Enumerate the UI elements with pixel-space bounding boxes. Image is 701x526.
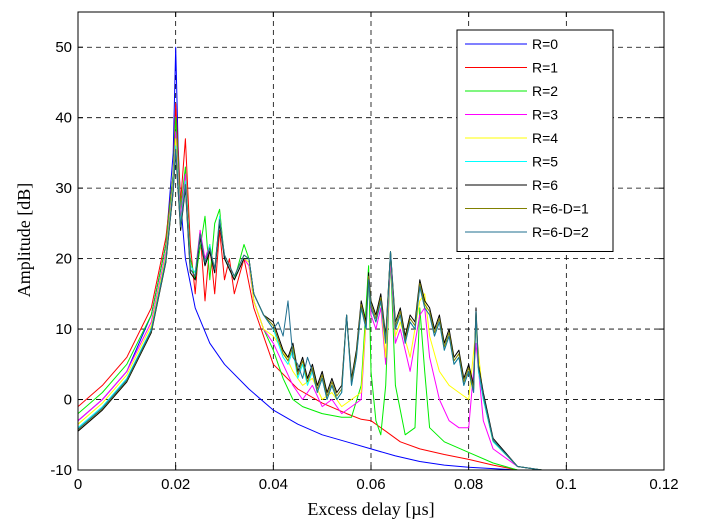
legend-label: R=3 — [532, 107, 558, 123]
legend-label: R=5 — [532, 154, 558, 170]
legend-label: R=4 — [532, 130, 558, 146]
y-tick-label: 10 — [55, 321, 72, 338]
series-line-3 — [78, 117, 542, 470]
legend-label: R=6-D=2 — [532, 224, 589, 240]
x-tick-label: 0 — [74, 476, 82, 493]
y-tick-label: 40 — [55, 110, 72, 127]
plot-series — [78, 46, 542, 470]
axis-ticks — [77, 12, 665, 471]
y-tick-label: 20 — [55, 251, 72, 268]
series-line-7 — [78, 152, 542, 470]
x-tick-label: 0.04 — [259, 476, 288, 493]
x-tick-label: 0.12 — [649, 476, 678, 493]
x-tick-label: 0.06 — [356, 476, 385, 493]
legend: R=0 R=1 R=2 R=3 R=4 R=5 R=6 R=6-D=1 R=6-D=2 — [456, 29, 614, 252]
legend-label: R=0 — [532, 36, 558, 52]
y-axis-label: Amplitude [dB] — [14, 183, 34, 298]
y-tick-label: -10 — [50, 462, 72, 479]
x-tick-label: 0.08 — [454, 476, 483, 493]
y-tick-label: 50 — [55, 39, 72, 56]
series-lines — [78, 46, 542, 470]
y-tick-label: 0 — [64, 392, 72, 409]
legend-label: R=2 — [532, 83, 558, 99]
legend-label: R=6-D=1 — [532, 201, 589, 217]
x-tick-label: 0.1 — [556, 476, 577, 493]
series-line-9 — [78, 148, 542, 470]
x-tick-label: 0.02 — [161, 476, 190, 493]
legend-label: R=1 — [532, 60, 558, 76]
x-axis-label: Excess delay [µs] — [307, 499, 434, 519]
legend-label: R=6 — [532, 177, 558, 193]
y-tick-label: 30 — [55, 180, 72, 197]
legend-box — [456, 29, 614, 252]
